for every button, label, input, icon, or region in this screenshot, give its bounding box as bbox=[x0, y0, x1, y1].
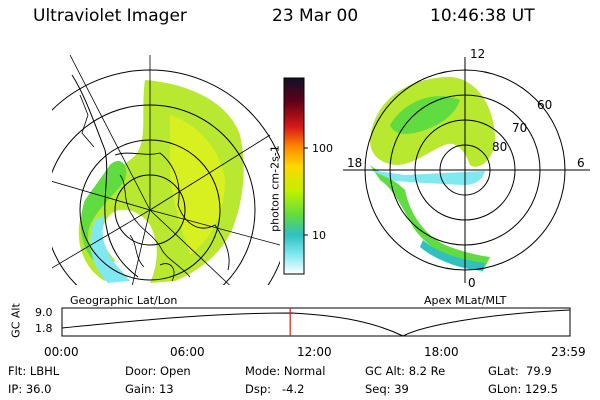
ip-info: IP: 36.0 bbox=[8, 382, 52, 396]
timeline-ytick-top: 9.0 bbox=[35, 306, 53, 319]
time-label: 10:46:38 UT bbox=[430, 6, 535, 26]
aurora-low-left bbox=[80, 160, 127, 265]
glat-info: GLat: 79.9 bbox=[488, 364, 552, 378]
geographic-map bbox=[52, 55, 280, 285]
mlat-label-80: 80 bbox=[492, 140, 508, 154]
timeline-xtick-1: 06:00 bbox=[170, 345, 205, 359]
mlat-label-70: 70 bbox=[512, 121, 528, 135]
timeline-ytick-bottom: 1.8 bbox=[35, 322, 53, 335]
mlat-label-60: 60 bbox=[537, 98, 553, 112]
flt-info: Flt: LBHL bbox=[8, 364, 60, 378]
colorbar-tick-100: 100 bbox=[312, 142, 333, 155]
colorbar-unit-label: photon cm-2s-1 bbox=[268, 145, 282, 232]
mlt-label-0: 0 bbox=[468, 276, 476, 290]
mlt-label-6: 6 bbox=[577, 156, 585, 170]
timeline-xtick-0: 00:00 bbox=[44, 345, 79, 359]
left-panel-label: Geographic Lat/Lon bbox=[70, 294, 178, 307]
glon-info: GLon: 129.5 bbox=[488, 382, 558, 396]
orbit-timeline bbox=[61, 307, 571, 337]
colorbar-tick-10: 10 bbox=[312, 229, 326, 242]
timeline-xtick-3: 18:00 bbox=[424, 345, 459, 359]
colorbar bbox=[283, 77, 308, 275]
seq-info: Seq: 39 bbox=[365, 382, 409, 396]
date-label: 23 Mar 00 bbox=[272, 6, 359, 26]
aurora-edge-left bbox=[90, 215, 130, 283]
mode-info: Mode: Normal bbox=[245, 364, 326, 378]
door-info: Door: Open bbox=[125, 364, 191, 378]
timeline-xtick-4: 23:59 bbox=[551, 345, 586, 359]
mlt-label-12: 12 bbox=[470, 47, 486, 61]
instrument-title: Ultraviolet Imager bbox=[33, 6, 187, 26]
coastline bbox=[71, 74, 139, 278]
gain-info: Gain: 13 bbox=[125, 382, 174, 396]
mlt-label-18: 18 bbox=[347, 156, 363, 170]
apex-polar-map bbox=[343, 57, 590, 283]
gcalt-info: GC Alt: 8.2 Re bbox=[365, 364, 446, 378]
dsp-info: Dsp: -4.2 bbox=[245, 382, 305, 396]
right-panel-label: Apex MLat/MLT bbox=[424, 294, 507, 307]
timeline-ylabel: GC Alt bbox=[9, 303, 23, 338]
timeline-xtick-2: 12:00 bbox=[297, 345, 332, 359]
